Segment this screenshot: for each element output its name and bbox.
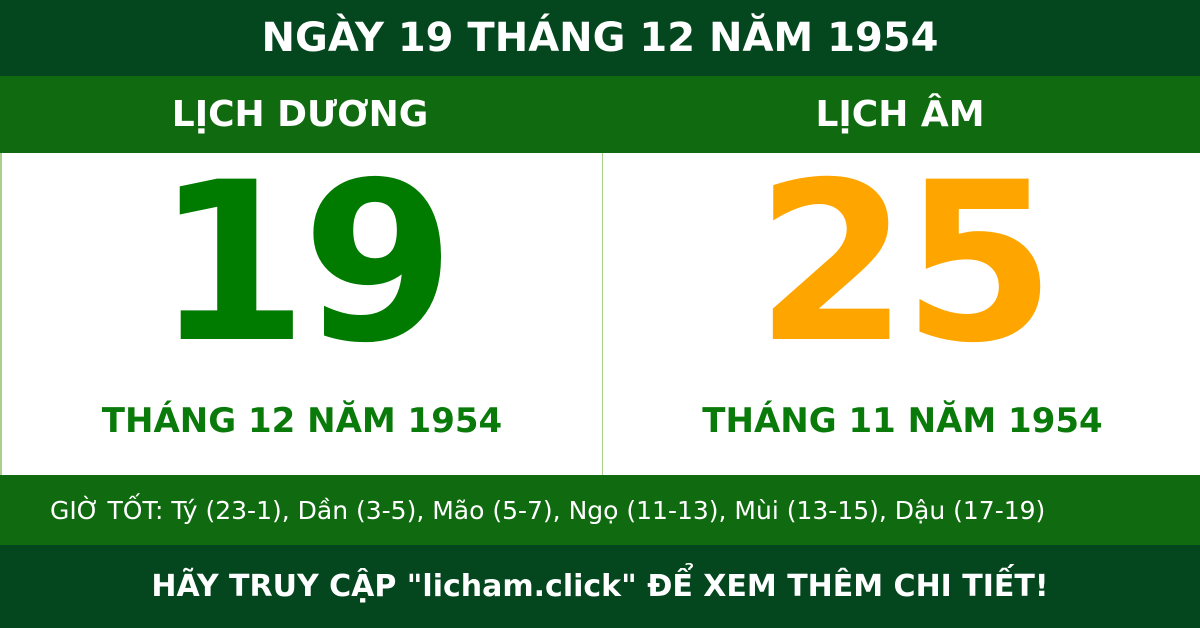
solar-label: LỊCH DƯƠNG — [171, 94, 429, 135]
solar-column: 19 THÁNG 12 NĂM 1954 — [2, 153, 602, 475]
page-title: NGÀY 19 THÁNG 12 NĂM 1954 — [0, 0, 1200, 76]
lunar-month-year: THÁNG 11 NĂM 1954 — [702, 401, 1103, 441]
lunar-label: LỊCH ÂM — [815, 94, 985, 135]
solar-month-year: THÁNG 12 NĂM 1954 — [101, 401, 503, 441]
calendar-labels: LỊCH DƯƠNG LỊCH ÂM — [0, 76, 1200, 153]
solar-day: 19 — [154, 135, 455, 391]
calendar-panel: 19 THÁNG 12 NĂM 1954 25 THÁNG 11 NĂM 195… — [0, 153, 1200, 475]
footer-cta: HÃY TRUY CẬP "licham.click" ĐỂ XEM THÊM … — [0, 545, 1200, 628]
lunar-column: 25 THÁNG 11 NĂM 1954 — [602, 153, 1200, 475]
lunar-day: 25 — [755, 135, 1055, 391]
good-hours: GIỜ TỐT: Tý (23-1), Dần (3-5), Mão (5-7)… — [0, 475, 1200, 545]
